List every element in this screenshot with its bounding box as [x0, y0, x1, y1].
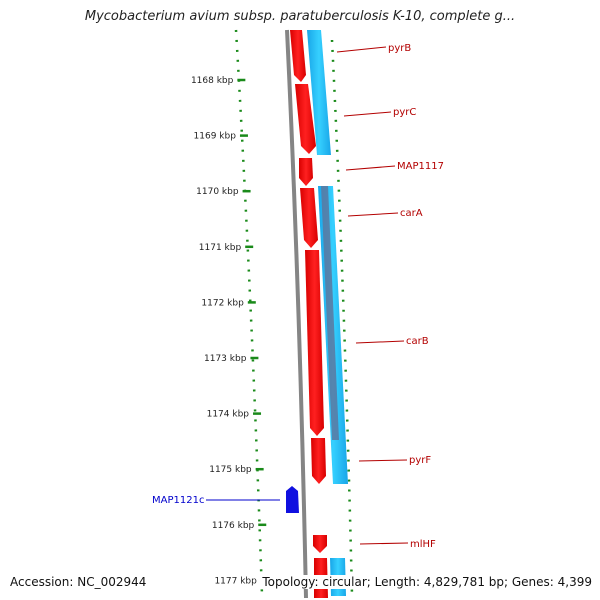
gene-carA-arrow[interactable] — [300, 188, 318, 248]
gene-label-pyrC[interactable]: pyrC — [393, 107, 416, 118]
gene-pyrC-arrow[interactable] — [295, 84, 316, 154]
ruler-labels: 1168 kbp 1169 kbp 1170 kbp 1171 kbp 1172 kbp… — [191, 76, 257, 586]
gene-pyrB-arrow[interactable] — [290, 30, 306, 82]
orf-track — [307, 30, 348, 596]
ruler-tick-label: 1170 kbp — [196, 187, 239, 197]
gene-pyrF-arrow[interactable] — [311, 438, 326, 484]
gene-label-carB[interactable]: carB — [406, 336, 429, 347]
gene-labels: pyrB pyrC MAP1117 carA carB pyrF MAP1121… — [152, 43, 444, 550]
ruler-tick-label: 1171 kbp — [199, 243, 242, 253]
gene-MAP1117-arrow[interactable] — [299, 158, 313, 186]
topology-summary: Topology: circular; Length: 4,829,781 bp… — [260, 575, 594, 589]
gene-mlHF-arrow[interactable] — [313, 535, 327, 553]
gene-label-mlHF[interactable]: mlHF — [410, 539, 436, 550]
dotted-track-outer — [234, 29, 264, 596]
ruler-tick-label: 1177 kbp — [214, 576, 257, 586]
map-title: Mycobacterium avium subsp. paratuberculo… — [84, 9, 516, 24]
ruler-ticks — [237, 78, 269, 582]
gene-label-carA[interactable]: carA — [400, 208, 423, 219]
ruler-tick-label: 1175 kbp — [209, 465, 252, 475]
label-leaders — [206, 46, 409, 545]
gene-label-MAP1121c[interactable]: MAP1121c — [152, 495, 204, 506]
gene-MAP1121c-arrow[interactable] — [286, 486, 299, 513]
ruler-tick-label: 1173 kbp — [204, 354, 247, 364]
gene-label-pyrF[interactable]: pyrF — [409, 455, 431, 466]
accession-text: Accession: NC_002944 — [8, 575, 149, 589]
ruler-tick-label: 1174 kbp — [207, 410, 250, 420]
ruler-tick-label: 1176 kbp — [212, 521, 255, 531]
ruler-tick-label: 1169 kbp — [194, 132, 237, 142]
ruler-tick-label: 1172 kbp — [201, 298, 244, 308]
ruler-tick-label: 1168 kbp — [191, 76, 234, 86]
genome-backbone — [285, 29, 308, 599]
gene-label-pyrB[interactable]: pyrB — [388, 43, 411, 54]
gene-carB-arrow[interactable] — [305, 250, 324, 436]
gene-label-MAP1117[interactable]: MAP1117 — [397, 161, 444, 172]
